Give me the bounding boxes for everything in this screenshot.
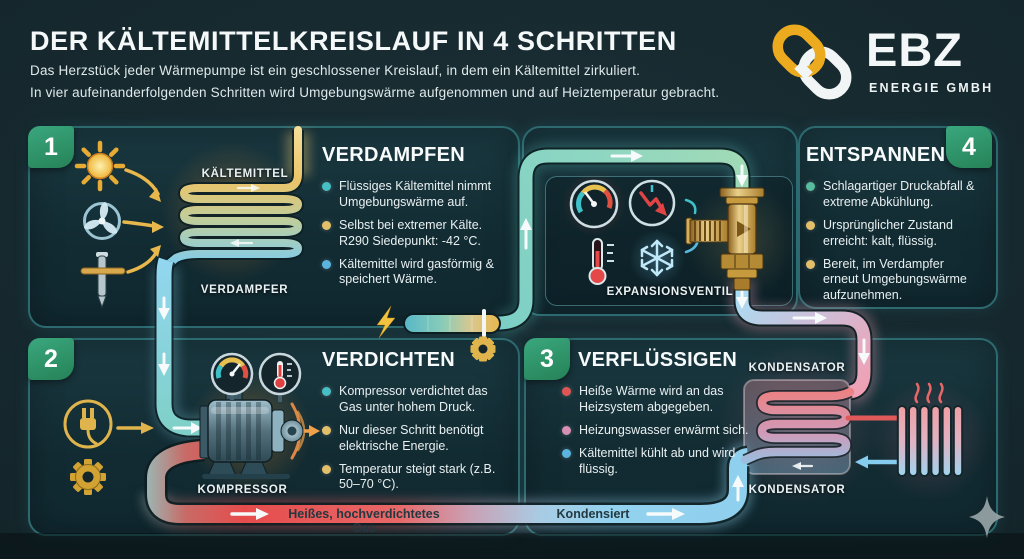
- logo-subtext: ENERGIE GMBH: [869, 81, 994, 95]
- bullet-dot: [322, 182, 331, 191]
- bullet-text: Flüssiges Kältemittel nimmt Umgebungswär…: [339, 179, 492, 209]
- bullet-dot: [322, 259, 331, 269]
- sparkle-icon: [969, 496, 1005, 538]
- bullet-text: Ursprünglicher Zustand erreicht: kalt, f…: [823, 217, 953, 248]
- step-2-title: VERDICHTEN: [322, 349, 456, 371]
- gear-icon: [70, 459, 106, 495]
- bullet-text: Heiße Wärme wird an das Heizsystem abgeg…: [579, 384, 724, 414]
- bullet-item: Schlagartiger Druckabfall & extreme Abkü…: [806, 179, 981, 211]
- label-kaeltemittel: KÄLTEMITTEL: [201, 168, 289, 180]
- ground-probe-icon: [80, 252, 126, 309]
- bullet-text: Kältemittel wird gasförmig & speichert W…: [339, 256, 494, 287]
- bullet-dot: [806, 182, 815, 191]
- step-1-title: VERDAMPFEN: [322, 144, 466, 166]
- bullet-dot: [562, 425, 571, 435]
- bullet-item: Kompressor verdichtet das Gas unter hohe…: [322, 384, 509, 416]
- bullet-item: Kältemittel wird gasförmig & speichert W…: [322, 257, 509, 289]
- step-2-text-block: VERDICHTEN Kompressor verdichtet das Gas…: [322, 349, 509, 500]
- bullet-item: Nur dieser Schritt benötigt elektrische …: [322, 423, 509, 455]
- bullet-text: Selbst bei extremer Kälte. R290 Siedepun…: [339, 217, 483, 248]
- step-1-text-block: VERDAMPFEN Flüssiges Kältemittel nimmt U…: [322, 144, 509, 295]
- bullet-dot: [806, 259, 815, 269]
- energy-bar: [403, 309, 501, 337]
- bullet-item: Flüssiges Kältemittel nimmt Umgebungswär…: [322, 179, 509, 211]
- label-kondensator-top: KONDENSATOR: [748, 362, 846, 374]
- compressor-thermometer-icon: [258, 352, 302, 402]
- label-verdampfer: VERDAMPFER: [200, 284, 289, 296]
- step-3-text-block: VERFLÜSSIGEN Heiße Wärme wird an das Hei…: [562, 349, 749, 484]
- bullet-item: Heizungswasser erwärmt sich.: [562, 423, 749, 439]
- pressure-drop-icon: [628, 179, 676, 227]
- bullet-text: Heizungswasser erwärmt sich.: [579, 422, 749, 437]
- bullet-dot: [322, 425, 331, 435]
- label-condensed-flow: Kondensiert: [556, 507, 630, 521]
- bullet-item: Selbst bei extremer Kälte. R290 Siedepun…: [322, 218, 509, 250]
- bullet-dot: [322, 464, 331, 474]
- lightning-icon: [376, 305, 396, 339]
- subtitle-line-2: In vier aufeinanderfolgenden Schritten w…: [30, 85, 720, 100]
- pipes: [144, 126, 901, 526]
- radiator-icon: [896, 405, 964, 477]
- label-hot-gas-flow: Heißes, hochverdichtetes Gas: [288, 507, 440, 535]
- bullet-item: Heiße Wärme wird an das Heizsystem abgeg…: [562, 384, 749, 416]
- plug-icon: [63, 399, 113, 449]
- bullet-text: Bereit, im Verdampfer erneut Umgebungswä…: [823, 256, 967, 303]
- step-badge-4: 4: [946, 126, 992, 168]
- thermometer-icon: [588, 238, 614, 285]
- sun-icon: [74, 140, 126, 192]
- bullet-dot: [806, 220, 815, 230]
- bullet-text: Kältemittel kühlt ab und wird flüssig.: [579, 445, 736, 476]
- logo-wordmark: EBZ: [866, 23, 963, 76]
- bullet-item: Temperatur steigt stark (z.B. 50–70 °C).: [322, 462, 509, 494]
- step-4-text-block: ENTSPANNEN Schlagartiger Druckabfall & e…: [806, 144, 981, 311]
- flow-arrows: [158, 150, 870, 520]
- bullet-dot: [322, 220, 331, 230]
- step-badge-2: 2: [28, 338, 74, 380]
- bullet-text: Nur dieser Schritt benötigt elektrische …: [339, 422, 484, 453]
- bullet-text: Kompressor verdichtet das Gas unter hohe…: [339, 384, 488, 414]
- snowflake-icon: [640, 239, 674, 277]
- pressure-gauge-icon: [569, 179, 619, 229]
- gear-small-icon: [470, 336, 496, 362]
- bullet-text: Schlagartiger Druckabfall & extreme Abkü…: [823, 179, 975, 209]
- subtitle-line-1: Das Herzstück jeder Wärmepumpe ist ein g…: [30, 63, 641, 78]
- logo-links-icon: [772, 24, 852, 100]
- bullet-item: Bereit, im Verdampfer erneut Umgebungswä…: [806, 257, 981, 305]
- step-badge-1: 1: [28, 126, 74, 168]
- step-badge-3: 3: [524, 338, 570, 380]
- expansion-valve-icon: [685, 187, 765, 291]
- heat-waves-icon: [914, 382, 944, 404]
- label-expansionsventil: EXPANSIONSVENTIL: [606, 286, 734, 298]
- bullet-item: Ursprünglicher Zustand erreicht: kalt, f…: [806, 218, 981, 250]
- step-3-title: VERFLÜSSIGEN: [578, 349, 738, 371]
- bullet-dot: [562, 448, 571, 458]
- page-title: DER KÄLTEMITTELKREISLAUF IN 4 SCHRITTEN: [30, 26, 677, 56]
- bullet-text: Temperatur steigt stark (z.B. 50–70 °C).: [339, 461, 496, 492]
- compressor-pressure-gauge-icon: [210, 352, 254, 400]
- label-kondensator-bottom: KONDENSATOR: [748, 484, 846, 496]
- bullet-dot: [322, 387, 331, 396]
- label-kompressor: KOMPRESSOR: [197, 484, 288, 496]
- step-4-title: ENTSPANNEN: [806, 144, 946, 166]
- fan-icon: [83, 202, 121, 240]
- bottom-shadow-strip: [0, 533, 1024, 559]
- compressor-icon: [199, 389, 304, 479]
- bullet-dot: [562, 387, 571, 396]
- bullet-item: Kältemittel kühlt ab und wird flüssig.: [562, 446, 749, 478]
